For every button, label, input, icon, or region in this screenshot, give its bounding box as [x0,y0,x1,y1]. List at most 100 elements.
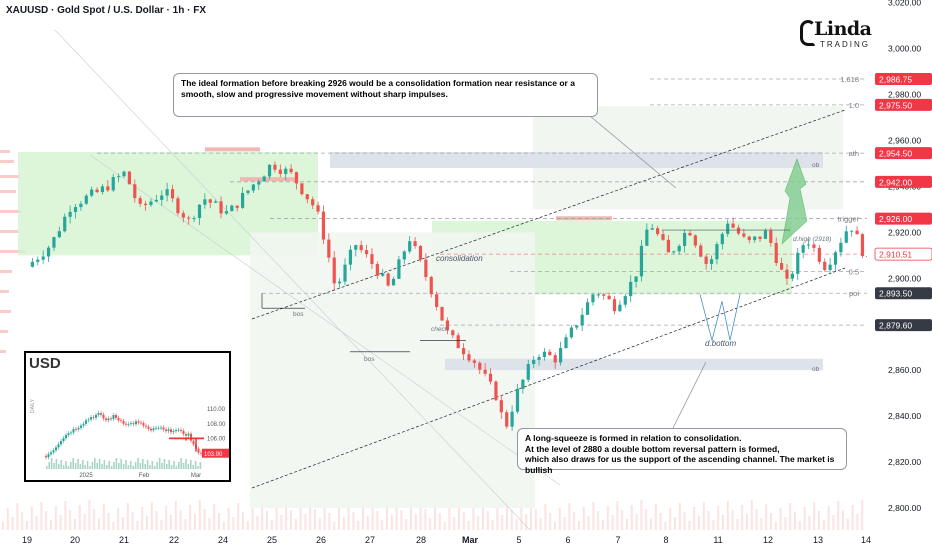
inset-candle-body [152,428,155,431]
y-tick-label: 2,900.00 [888,273,921,283]
volume-bar [645,509,648,530]
volume-bar [429,518,432,530]
candle-body [559,348,563,363]
candle-body [645,229,649,246]
volume-bar [482,502,484,530]
volume-bar [496,506,499,530]
candle-body [569,327,573,338]
candle-body [833,252,838,265]
volume-bar [842,510,844,530]
candle-body [300,183,304,195]
candle-body [537,356,541,360]
idea-note-bottom: A long-squeeze is formed in relation to … [517,428,847,475]
volume-bar [290,510,292,530]
bullish-arrow-icon [781,157,808,245]
volume-bar [794,512,796,530]
volume-bar [112,522,115,530]
inset-candle-body [85,420,87,424]
candle-body [435,294,439,307]
inset-volume-bar [194,461,197,469]
volume-bar [741,505,744,530]
volume-bar [467,521,470,530]
volume-bar [146,516,148,530]
candle-body [850,230,854,232]
x-tick-label: 25 [267,535,277,545]
candle-body [855,230,859,235]
candle-body [203,199,207,205]
volume-bar [861,500,864,530]
inset-candle-body [132,423,135,425]
volume-bar [635,514,638,530]
volume-bar [117,508,120,530]
inset-volume-bar [170,465,173,469]
volume-bar [822,520,825,530]
bos-label: bos [293,311,304,318]
y-tick-label: 2,800.00 [888,503,921,513]
inset-candle-body [187,433,190,436]
ob-label: ob [812,366,820,373]
x-tick-label: 11 [713,535,722,545]
volume-bar [846,519,849,530]
inset-volume-bar [156,462,158,469]
volume-bar [328,513,331,530]
volume-bar [491,520,494,530]
candle-body [499,400,503,413]
candle-body [111,177,115,191]
x-tick-label: 20 [70,535,80,545]
candle-body [661,234,665,240]
volume-bar [669,508,672,530]
volume-bar [525,514,528,530]
volume-bar [813,502,816,530]
inset-candle-body [200,452,202,454]
inset-title: USD [29,355,61,372]
inset-candle-body [150,428,152,431]
chart-title: XAUUSD · Gold Spot / U.S. Dollar · 1h · … [6,5,207,16]
candle-body [57,231,61,238]
inset-candle-body [190,433,192,441]
volume-bar [851,505,854,530]
volume-bar [194,514,196,530]
inset-last-label-box [202,448,229,458]
inset-candle-body [115,415,117,418]
inset-candle-body [137,421,140,423]
volume-bar [165,506,168,530]
price-label-box [875,212,932,225]
volume-bar [606,506,609,530]
volume-bar [304,514,307,530]
candle-body [359,245,363,251]
inset-volume-bar [185,459,187,469]
y-tick-label: 2,840.00 [888,411,921,421]
candle-body [715,244,719,260]
volume-profile-bar [0,270,12,273]
volume-bar [568,503,571,530]
candle-body [90,189,94,196]
inset-y-tick: 110.00 [207,407,226,413]
volume-bar [520,505,523,530]
volume-bar [242,512,244,530]
volume-profile-bar [0,330,8,333]
volume-profile-bar [0,210,22,213]
volume-bar [179,510,182,530]
price-label-box [875,73,932,86]
volume-bar [726,501,729,530]
inset-volume-bar [130,461,132,469]
volume-bar [107,513,110,530]
candle-body [100,186,105,193]
inset-candle-body [52,450,55,453]
inset-volume-bar [137,458,139,469]
candle-body [176,198,180,214]
price-label-text: 2,910.51 [879,250,912,260]
zones-layer [18,106,843,509]
volume-bar [554,522,556,530]
logo-text: Linda [814,18,872,40]
volume-bar [88,500,91,530]
volume-bar [64,501,67,530]
volume-bar [222,522,225,530]
inset-last-label: 103.90 [204,452,223,458]
dbottom-label: d.bottom [705,339,736,348]
candle-body [860,234,865,256]
volume-bar [616,501,619,530]
inset-candle-body [157,427,160,429]
volume-bar [347,503,350,530]
candle-body [726,223,730,234]
